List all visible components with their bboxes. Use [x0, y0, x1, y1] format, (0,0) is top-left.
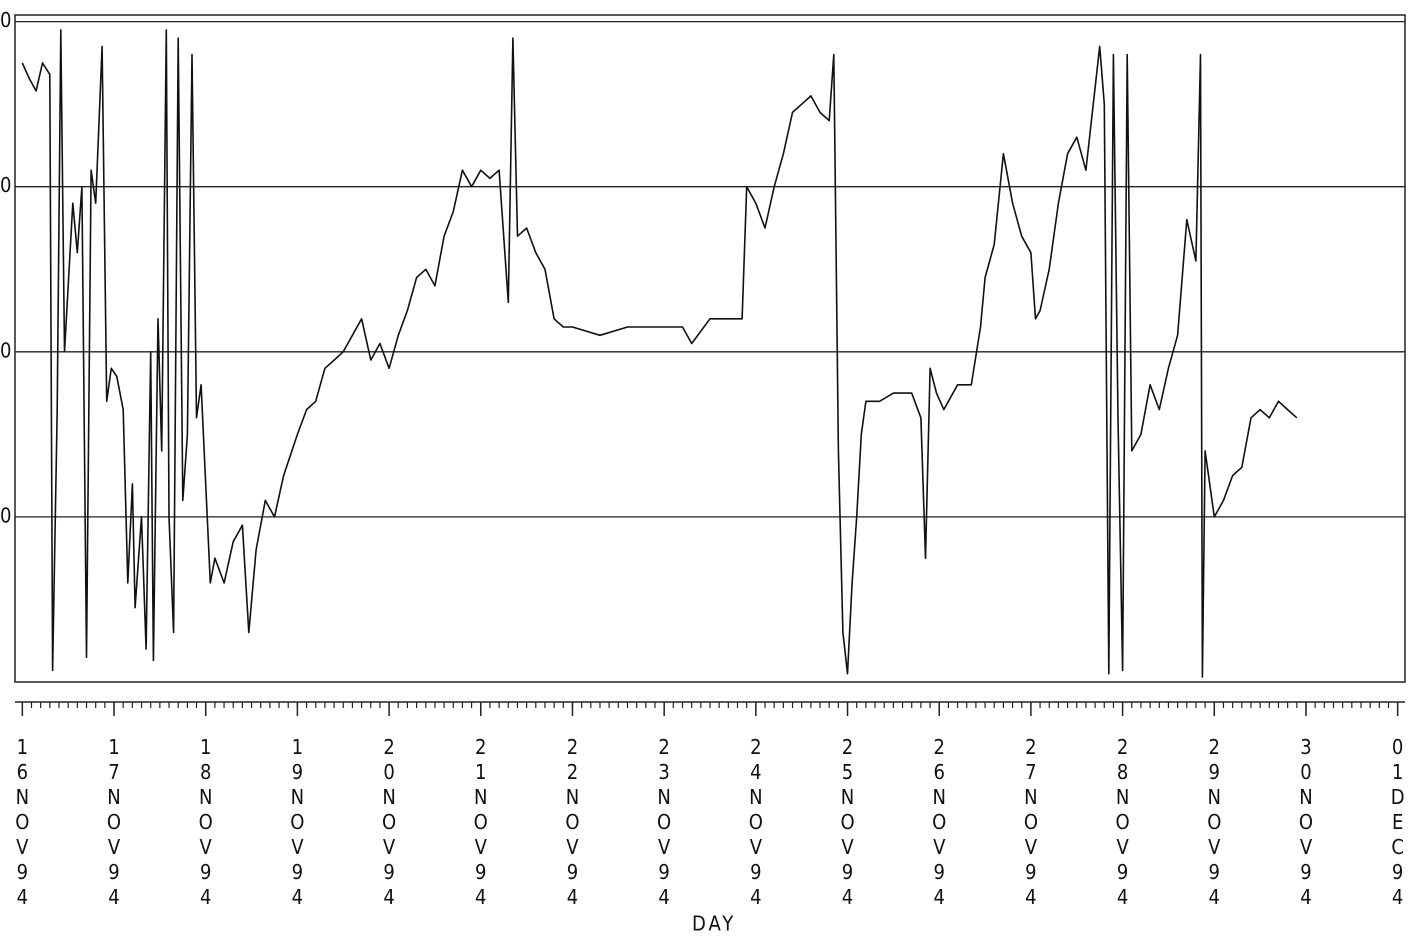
y-tick-label: 0 [0, 8, 11, 32]
y-tick-label: 0 [0, 338, 11, 362]
x-tick-label: 21NOV94 [469, 735, 493, 910]
x-tick-label: 26NOV94 [927, 735, 951, 910]
x-tick-label: 25NOV94 [836, 735, 860, 910]
x-tick-label: 16NOV94 [10, 735, 34, 910]
x-axis-label: DAY [692, 912, 736, 936]
x-tick-label: 01DEC94 [1386, 735, 1410, 910]
x-tick-label: 22NOV94 [560, 735, 584, 910]
x-tick-label: 30NOV94 [1294, 735, 1318, 910]
data-line [21, 29, 1298, 678]
x-tick-label: 18NOV94 [194, 735, 218, 910]
y-tick-label: 0 [0, 503, 11, 527]
x-tick-label: 17NOV94 [102, 735, 126, 910]
y-tick-label: 0 [0, 173, 11, 197]
x-tick-label: 19NOV94 [285, 735, 309, 910]
x-tick-label: 27NOV94 [1019, 735, 1043, 910]
x-tick-label: 20NOV94 [377, 735, 401, 910]
x-tick-label: 28NOV94 [1111, 735, 1135, 910]
x-tick-label: 24NOV94 [744, 735, 768, 910]
plot-frame [14, 14, 1406, 683]
x-tick-label: 29NOV94 [1202, 735, 1226, 910]
x-tick-label: 23NOV94 [652, 735, 676, 910]
